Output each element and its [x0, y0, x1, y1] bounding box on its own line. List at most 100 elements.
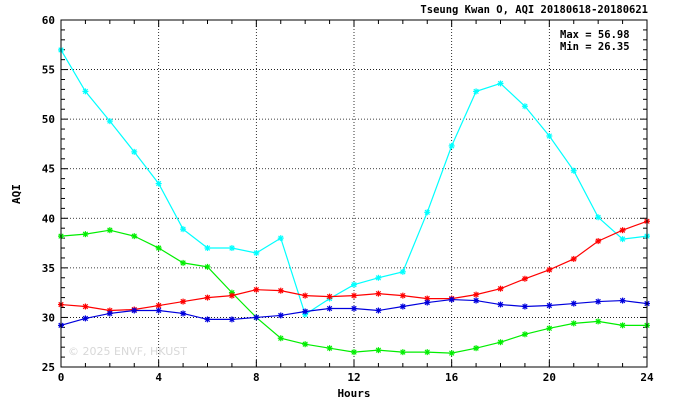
marker-stroke — [400, 349, 406, 355]
data-point — [570, 320, 577, 327]
y-tick-label: 50 — [42, 113, 55, 126]
data-point — [570, 300, 577, 307]
marker-stroke — [448, 296, 455, 303]
data-point — [82, 315, 89, 322]
marker-stroke — [326, 293, 333, 300]
data-point — [106, 118, 113, 125]
marker-stroke — [448, 350, 455, 356]
marker-stroke — [473, 345, 479, 351]
data-point — [546, 266, 553, 273]
data-point — [302, 308, 309, 315]
data-point — [277, 335, 284, 342]
data-point — [302, 292, 309, 299]
data-point — [155, 245, 162, 252]
marker-stroke — [522, 103, 528, 109]
y-tick-label: 60 — [42, 14, 55, 27]
marker-stroke — [448, 143, 455, 149]
marker-stroke — [595, 298, 601, 305]
marker-stroke — [595, 214, 601, 220]
marker-stroke — [326, 305, 333, 312]
marker-stroke — [82, 303, 89, 310]
marker-stroke — [351, 292, 357, 299]
marker-stroke — [180, 260, 186, 266]
marker-stroke — [546, 325, 553, 332]
marker-stroke — [595, 238, 601, 244]
data-point — [473, 88, 480, 95]
marker-stroke — [473, 297, 479, 304]
data-point — [497, 80, 504, 87]
data-point — [375, 347, 382, 354]
grid-layer — [61, 20, 647, 367]
marker-stroke — [497, 286, 504, 292]
marker-stroke — [546, 302, 553, 309]
data-point — [521, 303, 528, 310]
y-tick-label: 25 — [42, 361, 55, 374]
data-point — [473, 297, 480, 304]
x-tick-label: 8 — [253, 371, 260, 384]
data-point — [521, 331, 528, 338]
marker-stroke — [82, 231, 89, 237]
data-point — [204, 294, 211, 301]
data-point — [277, 235, 284, 242]
data-point — [619, 227, 626, 234]
data-point — [473, 291, 480, 298]
marker-stroke — [253, 286, 260, 293]
marker-stroke — [571, 256, 577, 262]
marker-stroke — [497, 339, 504, 345]
marker-stroke — [82, 315, 89, 322]
data-point — [595, 214, 602, 221]
marker-stroke — [571, 320, 577, 327]
data-point — [375, 290, 382, 297]
data-point — [302, 341, 309, 348]
data-point — [228, 316, 235, 323]
data-point — [595, 298, 602, 305]
data-point — [228, 292, 235, 299]
data-point — [351, 349, 357, 356]
marker-stroke — [497, 80, 504, 87]
y-tick-label: 55 — [42, 64, 55, 77]
data-point — [619, 322, 626, 329]
data-point — [424, 299, 431, 306]
data-point — [619, 297, 626, 304]
x-tick-label: 12 — [347, 371, 360, 384]
marker-stroke — [400, 292, 406, 299]
marker-stroke — [302, 292, 308, 299]
data-point — [180, 259, 187, 266]
marker-stroke — [619, 236, 626, 242]
marker-stroke — [204, 294, 211, 301]
marker-stroke — [253, 250, 260, 256]
marker-stroke — [204, 316, 211, 323]
marker-stroke — [424, 209, 430, 216]
marker-stroke — [351, 282, 357, 288]
data-point — [595, 318, 602, 325]
marker-stroke — [229, 245, 235, 251]
data-point — [155, 180, 162, 187]
y-tick-label: 40 — [42, 212, 55, 225]
marker-stroke — [278, 312, 284, 319]
tick-labels: 0 4 8 12 16 20 24 25 30 35 40 45 50 55 60 — [42, 14, 654, 384]
marker-stroke — [522, 276, 528, 282]
marker-stroke — [375, 307, 382, 314]
data-point — [351, 281, 357, 288]
marker-stroke — [131, 149, 137, 155]
data-point — [155, 307, 162, 314]
marker-stroke — [375, 275, 382, 281]
marker-stroke — [155, 245, 162, 251]
data-point — [497, 301, 504, 308]
marker-stroke — [619, 227, 626, 233]
data-point — [82, 88, 89, 95]
data-point — [546, 132, 553, 139]
data-point — [595, 238, 602, 245]
marker-stroke — [595, 318, 601, 325]
x-axis-label: Hours — [337, 387, 370, 400]
marker-stroke — [424, 295, 430, 302]
marker-stroke — [204, 264, 211, 270]
marker-stroke — [229, 316, 235, 323]
data-point — [473, 345, 480, 352]
data-point — [497, 285, 504, 292]
data-point — [546, 302, 553, 309]
marker-stroke — [400, 269, 406, 275]
data-point — [180, 310, 187, 317]
data-point — [326, 345, 333, 352]
